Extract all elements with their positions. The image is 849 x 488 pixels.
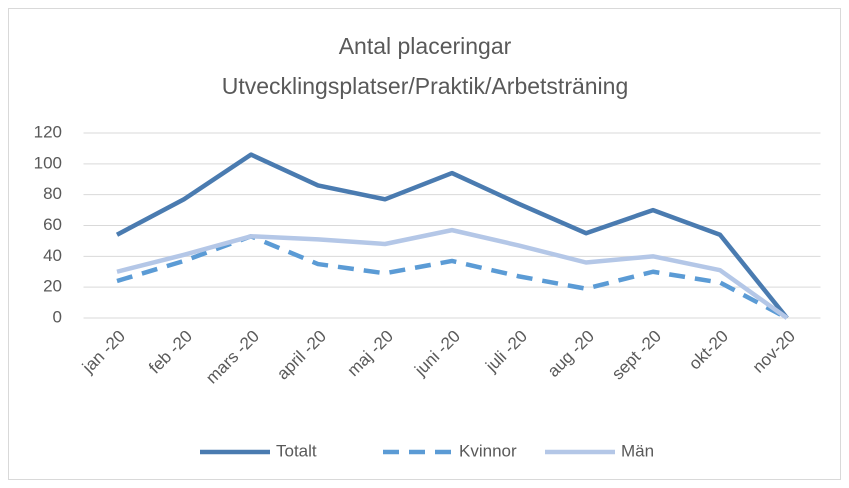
y-tick-label: 100 xyxy=(34,153,62,172)
y-tick-label: 40 xyxy=(43,246,62,265)
y-tick-label: 0 xyxy=(53,307,62,326)
series-line xyxy=(116,227,789,320)
chart-title: Antal placeringar xyxy=(339,33,512,59)
y-tick-label: 20 xyxy=(43,277,62,296)
legend-label: Kvinnor xyxy=(459,441,517,460)
y-tick-label: 120 xyxy=(34,122,62,141)
y-tick-label: 80 xyxy=(43,184,62,203)
chart-subtitle: Utvecklingsplatser/Praktik/Arbetsträning xyxy=(222,73,629,99)
legend-label: Män xyxy=(621,441,654,460)
legend-label: Totalt xyxy=(276,441,317,460)
series-line xyxy=(115,152,789,320)
y-tick-label: 60 xyxy=(43,215,62,234)
chart-border xyxy=(8,8,841,480)
